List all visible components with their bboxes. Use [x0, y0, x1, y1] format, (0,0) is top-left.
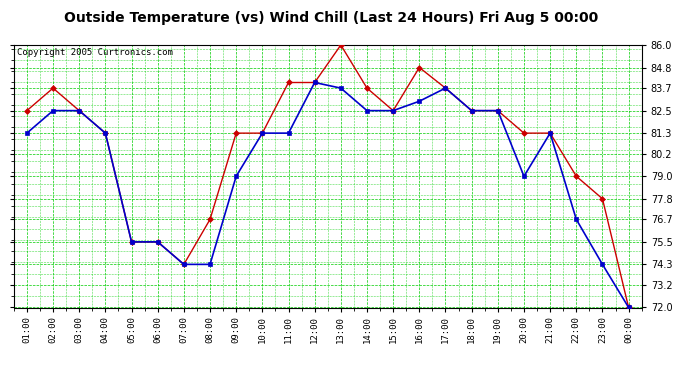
Text: Outside Temperature (vs) Wind Chill (Last 24 Hours) Fri Aug 5 00:00: Outside Temperature (vs) Wind Chill (Las…	[64, 11, 598, 25]
Text: Copyright 2005 Curtronics.com: Copyright 2005 Curtronics.com	[17, 48, 172, 57]
